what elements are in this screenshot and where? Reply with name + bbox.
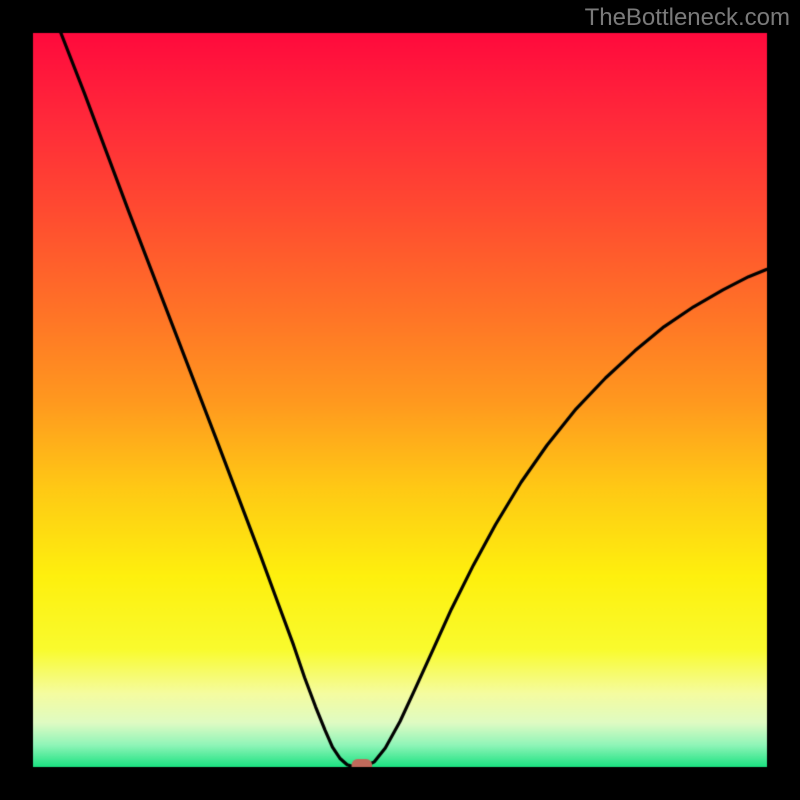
bottleneck-chart-canvas — [0, 0, 800, 800]
chart-stage: TheBottleneck.com — [0, 0, 800, 800]
